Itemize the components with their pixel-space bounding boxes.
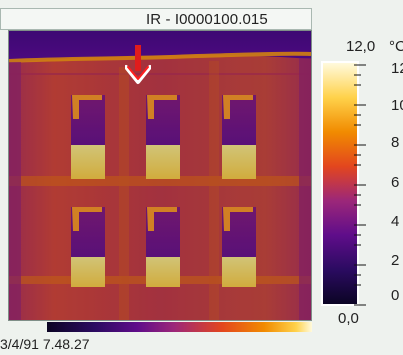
thermal-image-frame[interactable] [8,30,312,321]
title-bar: IR - I0000100.015 [0,8,312,30]
scale-min-label: 0,0 [338,310,359,327]
tick-label-2: 2 [391,252,400,269]
colorbar-ticks [354,64,366,306]
tick-label-8: 8 [391,134,400,151]
tick-label-6: 6 [391,174,400,191]
tick-label-10: 10 [391,97,403,114]
down-arrow-icon [125,45,151,84]
status-bar [0,333,403,355]
tick-label-4: 4 [391,213,400,230]
temperature-colorbar [321,61,359,306]
capture-datetime: 3/4/91 7.48.27 [0,336,90,352]
tick-label-0: 0 [391,287,400,304]
scale-max-label: 12,0 [346,38,376,55]
scale-unit-label: °C [389,38,403,55]
thermal-image[interactable] [9,31,311,320]
palette-strip [47,322,312,332]
tick-label-12: 12 [391,60,403,77]
window-title: IR - I0000100.015 [146,11,268,28]
